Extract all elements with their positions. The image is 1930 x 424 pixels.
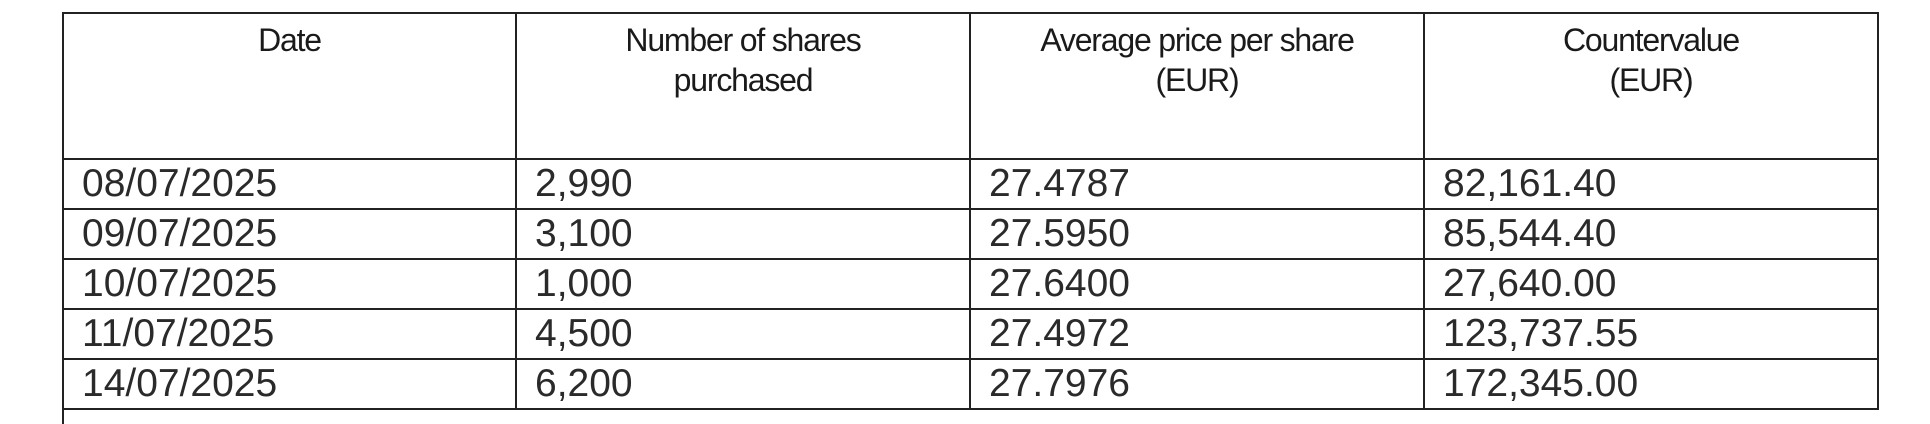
- cell-shares: 2,990: [515, 158, 971, 210]
- table-left-rule: [62, 410, 64, 424]
- cell-date: 08/07/2025: [62, 158, 517, 210]
- cell-date: 14/07/2025: [62, 358, 517, 410]
- cell-date: 09/07/2025: [62, 208, 517, 260]
- table-body: 08/07/2025 2,990 27.4787 82,161.40 09/07…: [62, 158, 1879, 410]
- cell-countervalue: 82,161.40: [1423, 158, 1879, 210]
- table-row: 08/07/2025 2,990 27.4787 82,161.40: [62, 158, 1879, 210]
- table-header: Date Number of shares purchased Average …: [62, 12, 1879, 160]
- cell-countervalue: 85,544.40: [1423, 208, 1879, 260]
- table-row: 09/07/2025 3,100 27.5950 85,544.40: [62, 208, 1879, 260]
- cell-price: 27.5950: [969, 208, 1425, 260]
- table-row: 14/07/2025 6,200 27.7976 172,345.00: [62, 358, 1879, 410]
- cell-date: 10/07/2025: [62, 258, 517, 310]
- cell-date: 11/07/2025: [62, 308, 517, 360]
- share-purchase-table: Date Number of shares purchased Average …: [62, 12, 1879, 410]
- cell-shares: 3,100: [515, 208, 971, 260]
- cell-price: 27.4787: [969, 158, 1425, 210]
- cell-shares: 4,500: [515, 308, 971, 360]
- cell-price: 27.6400: [969, 258, 1425, 310]
- header-row: Date Number of shares purchased Average …: [62, 12, 1879, 160]
- cell-countervalue: 172,345.00: [1423, 358, 1879, 410]
- cell-price: 27.4972: [969, 308, 1425, 360]
- table-row: 10/07/2025 1,000 27.6400 27,640.00: [62, 258, 1879, 310]
- header-countervalue: Countervalue (EUR): [1423, 12, 1879, 160]
- table-row: 11/07/2025 4,500 27.4972 123,737.55: [62, 308, 1879, 360]
- cell-price: 27.7976: [969, 358, 1425, 410]
- header-average-price: Average price per share (EUR): [969, 12, 1425, 160]
- cell-shares: 6,200: [515, 358, 971, 410]
- header-number-of-shares: Number of shares purchased: [515, 12, 971, 160]
- cell-shares: 1,000: [515, 258, 971, 310]
- cell-countervalue: 123,737.55: [1423, 308, 1879, 360]
- cell-countervalue: 27,640.00: [1423, 258, 1879, 310]
- header-date: Date: [62, 12, 517, 160]
